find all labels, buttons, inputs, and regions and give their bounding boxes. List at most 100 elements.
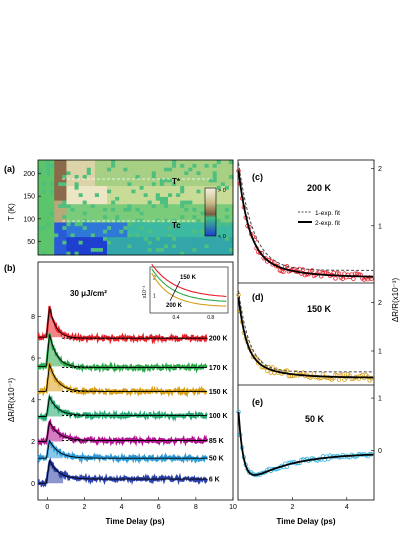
heatmap-cell [46, 167, 51, 172]
heatmap-cell [159, 192, 165, 197]
heatmap-cell [119, 185, 124, 190]
heatmap-cell [200, 160, 205, 165]
heatmap-cell [107, 229, 112, 234]
heatmap-cell [155, 203, 161, 208]
heatmap-cell [180, 225, 185, 230]
heatmap-cell [176, 214, 181, 219]
heatmap-cell [172, 192, 177, 197]
heatmap-cell [212, 244, 218, 249]
heatmap-cell [98, 251, 104, 256]
colorbar [204, 187, 217, 237]
heatmap-cell [176, 160, 181, 165]
heatmap-cell [74, 247, 80, 252]
heatmap-cell [147, 185, 153, 190]
heatmap-cell [94, 185, 100, 190]
heatmap-cell [70, 222, 75, 227]
heatmap-cell [90, 178, 96, 183]
heatmap-cell [151, 160, 157, 165]
heatmap-cell [188, 189, 193, 194]
heatmap-cell [86, 240, 92, 245]
heatmap-cell [70, 211, 75, 216]
heatmap-cell [103, 170, 108, 176]
heatmap-cell [155, 163, 161, 168]
heatmap-cell [66, 203, 71, 208]
heatmap-cell [103, 222, 108, 227]
heatmap-cell [155, 251, 161, 256]
heatmap-cell [196, 174, 201, 179]
heatmap-cell [163, 211, 169, 216]
heatmap-cell [196, 251, 201, 256]
heatmap-cell [192, 192, 197, 197]
heatmap-cells [38, 160, 234, 256]
heatmap-cell [107, 207, 112, 212]
inset-label-200k: 200 K [166, 303, 183, 309]
heatmap-cell [220, 196, 226, 201]
heatmap-cell [180, 163, 185, 168]
heatmap-cell [155, 174, 161, 179]
heatmap-cell [216, 207, 222, 212]
heatmap-cell [111, 185, 116, 190]
heatmap-cell [216, 185, 222, 190]
heatmap-cell [204, 240, 210, 245]
panel-b-frame [37, 261, 234, 501]
heatmap-cell [176, 233, 181, 238]
heatmap-cell [216, 244, 222, 249]
heatmap-cell [66, 178, 71, 183]
inset-label-150k: 150 K [180, 275, 197, 281]
heatmap-cell [192, 240, 197, 245]
heatmap-cell [163, 203, 169, 208]
heatmap-cell [139, 160, 145, 165]
heatmap-cell [168, 236, 173, 241]
a-ytick-label: 50 [27, 239, 35, 246]
heatmap-cell [188, 225, 193, 230]
heatmap-cell [228, 207, 234, 212]
heatmap-cell [115, 218, 120, 223]
heatmap-cell [115, 163, 120, 168]
heatmap-cell [107, 236, 112, 241]
heatmap-cell [196, 247, 201, 252]
heatmap-cell [103, 178, 108, 183]
heatmap-cell [111, 251, 116, 256]
heatmap-cell [143, 196, 149, 201]
heatmap-cell [74, 192, 80, 197]
heatmap-cell [139, 207, 145, 212]
heatmap-cell [200, 189, 205, 194]
heatmap-cell [58, 192, 63, 197]
heatmap-cell [204, 160, 210, 165]
heatmap-cell [90, 160, 96, 165]
heatmap-cell [184, 251, 189, 256]
heatmap-cell [184, 240, 189, 245]
heatmap-cell [54, 244, 59, 249]
heatmap-cell [42, 247, 47, 252]
heatmap-cell [119, 229, 124, 234]
heatmap-cell [111, 225, 116, 230]
heatmap-cell [38, 189, 43, 194]
heatmap-cell [38, 240, 43, 245]
heatmap-cell [123, 233, 128, 238]
heatmap-cell [180, 160, 185, 165]
heatmap-cell [94, 178, 100, 183]
panel-b-label: (b) [4, 263, 16, 273]
heatmap-cell [220, 211, 226, 216]
heatmap-cell [119, 233, 124, 238]
heatmap-cell [163, 225, 169, 230]
heatmap-cell [155, 178, 161, 183]
cde-right-ytick-label: 1 [378, 349, 382, 356]
heatmap-cell [78, 225, 84, 230]
heatmap-cell [103, 203, 108, 208]
panel-a-frame [37, 159, 234, 256]
heatmap-cell [135, 251, 140, 256]
heatmap-cell [107, 170, 112, 176]
heatmap-cell [200, 207, 205, 212]
heatmap-cell [143, 222, 149, 227]
heatmap-cell [74, 218, 80, 223]
heatmap-cell [119, 211, 124, 216]
heatmap-cell [86, 174, 92, 179]
b-xtick-label: 0 [45, 504, 49, 511]
heatmap-cell [127, 192, 132, 197]
heatmap-cell [180, 211, 185, 216]
heatmap-cell [208, 185, 214, 190]
b-xtick-label: 10 [229, 504, 237, 511]
heatmap-cell [139, 185, 145, 190]
heatmap-cell [54, 200, 59, 205]
